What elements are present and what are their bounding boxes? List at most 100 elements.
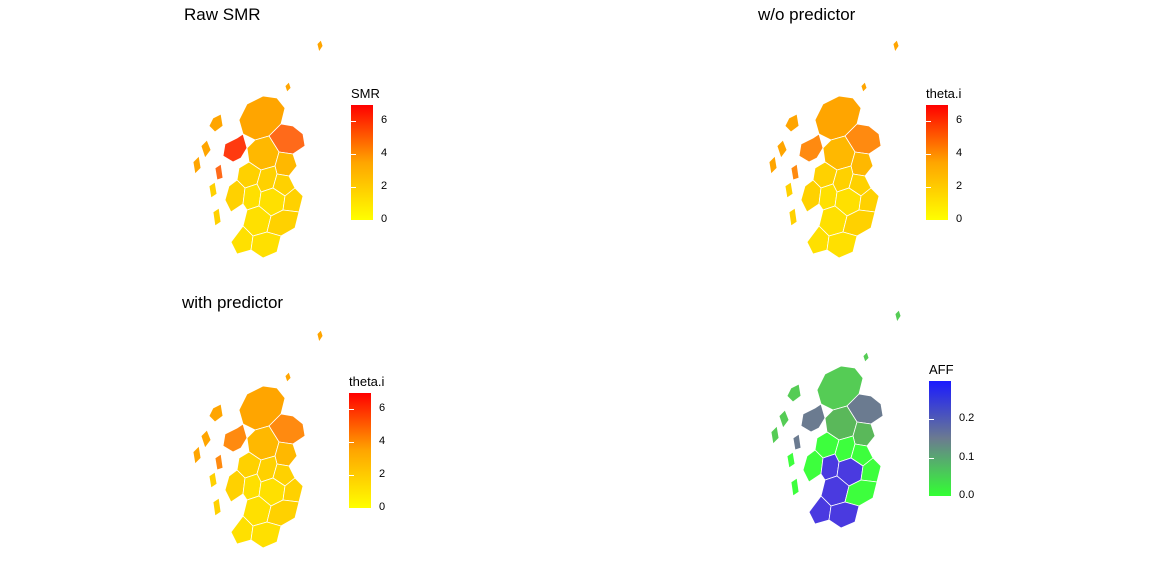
legend-tick-label: 0	[379, 501, 386, 513]
map-regions	[192, 39, 324, 259]
legend-tick-label: 2	[956, 180, 963, 193]
legend-tick-label: 0	[381, 213, 388, 225]
map-district	[858, 187, 880, 213]
map-district	[250, 521, 282, 549]
map-district	[208, 403, 224, 423]
map-district	[768, 155, 778, 175]
map-district	[214, 163, 224, 181]
map-district	[798, 133, 824, 163]
legend-tick-mark	[929, 496, 934, 497]
legend-tick-mark	[349, 442, 354, 444]
map-district	[850, 151, 874, 177]
legend-title: SMR	[351, 86, 380, 101]
map-district	[224, 469, 246, 503]
map-district	[770, 425, 780, 445]
map-district	[316, 39, 324, 53]
map-district	[792, 433, 802, 451]
legend-tick-label: 6	[381, 114, 388, 127]
color-legend: AFF 0.0 0.1 0.2	[929, 362, 989, 512]
legend-title: theta.i	[926, 86, 962, 101]
map-district	[800, 179, 822, 213]
map-district	[790, 477, 800, 497]
map-district	[222, 423, 248, 453]
scotland-map	[770, 309, 902, 529]
map-district	[776, 139, 788, 159]
legend-title: AFF	[929, 362, 954, 377]
legend-colorbar	[929, 381, 951, 496]
map-district	[192, 155, 202, 175]
legend-tick-mark	[351, 121, 356, 123]
map-district	[250, 231, 282, 259]
panel-title: Raw SMR	[184, 5, 261, 24]
legend-tick-label: 2	[379, 468, 386, 481]
legend-tick-mark	[929, 457, 934, 459]
map-district	[200, 429, 212, 449]
legend-tick-label: 0.2	[959, 412, 975, 425]
map-district	[828, 501, 860, 529]
map-regions	[770, 309, 902, 529]
map-district	[784, 181, 794, 199]
legend-tick-label: 4	[381, 147, 388, 160]
panel-title: with predictor	[182, 293, 284, 312]
scotland-map	[192, 329, 324, 549]
legend-tick-mark	[351, 154, 356, 156]
map-district	[192, 445, 202, 465]
map-district	[282, 187, 304, 213]
map-district	[826, 231, 858, 259]
legend-tick-label: 2	[381, 180, 388, 193]
legend-tick-mark	[926, 121, 931, 123]
map-district	[222, 133, 248, 163]
map-regions	[192, 329, 324, 549]
map-district	[212, 207, 222, 227]
map-district	[806, 225, 830, 255]
map-district	[230, 515, 254, 545]
legend-tick-label: 0.1	[959, 450, 975, 463]
map-district	[200, 139, 212, 159]
map-district	[860, 81, 868, 93]
map-district	[862, 351, 870, 363]
map-district	[800, 403, 826, 433]
legend-tick-label: 4	[956, 147, 963, 160]
legend-tick-mark	[926, 220, 931, 221]
legend-tick-label: 0	[956, 213, 963, 225]
color-legend: theta.i 0 2 4 6	[926, 86, 986, 236]
map-district	[852, 421, 876, 447]
map-district	[274, 151, 298, 177]
legend-tick-mark	[349, 409, 354, 411]
legend-colorbar	[349, 393, 371, 508]
map-district	[786, 451, 796, 469]
map-district	[284, 371, 292, 383]
map-panel-raw-smr: Raw SMR SMR 0 2 4 6	[0, 0, 576, 288]
legend-tick-mark	[349, 475, 354, 477]
map-district	[282, 477, 304, 503]
scotland-map	[768, 39, 900, 259]
map-district	[784, 113, 800, 133]
scotland-map	[192, 39, 324, 259]
map-panel-aff: AFF 0.0 0.1 0.2	[576, 288, 1152, 576]
map-panel-without-predictor: w/o predictor theta.i 0 2 4 6	[576, 0, 1152, 288]
legend-tick-mark	[929, 419, 934, 421]
map-district	[808, 495, 832, 525]
legend-tick-label: 6	[379, 402, 386, 415]
map-district	[230, 225, 254, 255]
legend-tick-label: 6	[956, 114, 963, 127]
map-district	[208, 181, 218, 199]
map-district	[892, 39, 900, 53]
map-district	[786, 383, 802, 403]
map-district	[224, 179, 246, 213]
legend-title: theta.i	[349, 374, 385, 389]
legend-tick-mark	[351, 220, 356, 221]
map-district	[214, 453, 224, 471]
legend-tick-mark	[349, 508, 354, 509]
map-panel-with-predictor: with predictor theta.i 0 2 4 6	[0, 288, 576, 576]
map-district	[212, 497, 222, 517]
legend-tick-label: 4	[379, 435, 386, 448]
legend-tick-mark	[351, 187, 356, 189]
map-district	[790, 163, 800, 181]
map-district	[802, 449, 824, 483]
map-district	[284, 81, 292, 93]
map-district	[208, 471, 218, 489]
map-district	[274, 441, 298, 467]
panel-title: w/o predictor	[758, 5, 856, 24]
legend-tick-mark	[926, 154, 931, 156]
